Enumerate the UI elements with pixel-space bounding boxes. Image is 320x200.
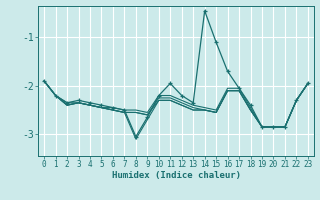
X-axis label: Humidex (Indice chaleur): Humidex (Indice chaleur): [111, 171, 241, 180]
